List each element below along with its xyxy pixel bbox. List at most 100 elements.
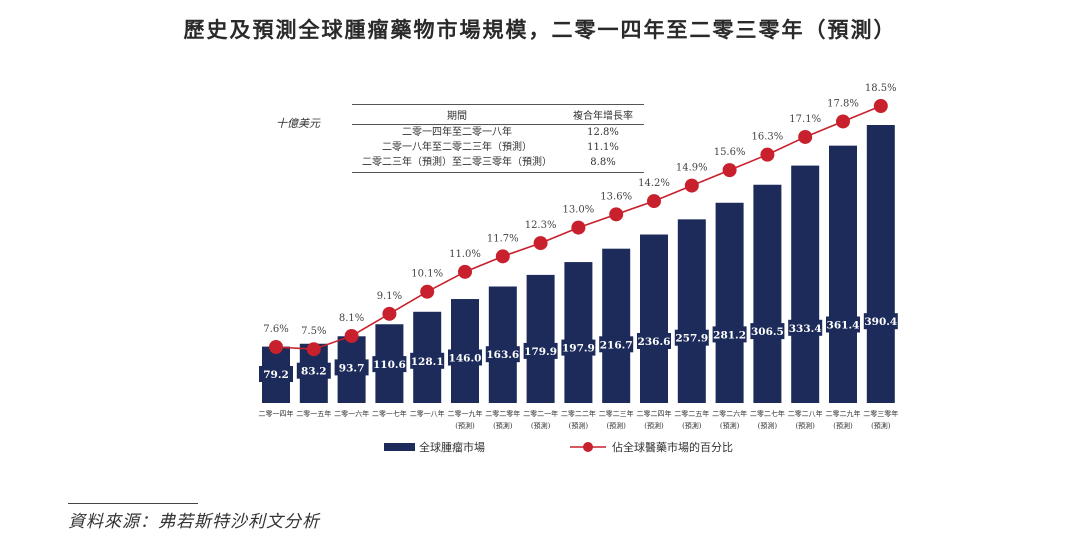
percent-label: 17.1%: [789, 114, 821, 125]
bar-value-box: [826, 316, 860, 333]
x-tick-label: 二零一七年: [372, 409, 407, 418]
cagr-header-period: 期間: [352, 104, 562, 125]
bar-value-label: 128.1: [411, 356, 444, 368]
x-tick-label: 二零二一年: [523, 409, 558, 418]
percent-label: 10.1%: [411, 269, 443, 280]
bar: [791, 165, 820, 403]
bar-value-label: 163.6: [486, 349, 519, 361]
cagr-period: 二零一四年至二零一八年: [402, 127, 512, 138]
cagr-row: 二零二三年（預測）至二零三零年（預測） 8.8%: [352, 155, 644, 173]
bar: [829, 145, 857, 403]
percent-marker: [647, 194, 661, 209]
bar-series: 79.2 83.2 93.7 110.6 128.1 146.0 163.6 179.9 197…: [259, 125, 898, 403]
source-divider: [68, 503, 198, 504]
percent-marker: [684, 178, 699, 193]
x-tick-label: 二零一六年: [334, 409, 369, 418]
x-tick-label: 二零二六年: [712, 409, 747, 418]
bar: [677, 219, 706, 403]
cagr-row: 二零一八年至二零二三年（預測） 11.1%: [352, 140, 644, 155]
bar-value-box: [334, 359, 369, 376]
percent-label: 11.0%: [449, 249, 481, 260]
bar-value-box: [599, 336, 634, 353]
percent-marker: [344, 328, 359, 343]
legend-item-line: 佔全球醫藥市場的百分比: [570, 439, 733, 455]
x-tick-label: 二零二五年: [674, 409, 709, 418]
cagr-period: 二零一八年至二零二三年（預測）: [382, 142, 532, 153]
bar-value-box: [259, 366, 293, 382]
x-tick-label: 二零三零年: [863, 409, 898, 418]
cagr-row: 二零一四年至二零一八年 12.8%: [352, 125, 644, 141]
percent-marker: [533, 236, 548, 251]
chart-title: 歷史及預測全球腫瘤藥物市場規模，二零一四年至二零三零年（預測）: [183, 18, 897, 42]
x-tick-sublabel: (預測): [795, 421, 815, 430]
percent-marker: [722, 163, 737, 178]
source-note: 資料來源：弗若斯特沙利文分析: [68, 512, 320, 532]
percent-label: 16.3%: [752, 132, 784, 143]
unit-label: 十億美元: [276, 117, 320, 130]
percent-marker: [269, 340, 283, 354]
bar: [715, 202, 744, 403]
legend-item-bar: 全球腫瘤市場: [384, 439, 485, 455]
bar-value-box: [788, 319, 823, 336]
line-series: 7.6% 7.5% 8.1% 9.1% 10.1% 11.0% 11.7% 12.3% 13.0…: [263, 83, 897, 357]
bar-value-box: [410, 352, 445, 369]
cagr-table: 期間 複合年增長率 二零一四年至二零一八年 12.8% 二零一八年至二零二三年（…: [352, 104, 644, 173]
percent-marker: [836, 114, 850, 129]
percent-label: 13.6%: [600, 191, 632, 202]
x-tick-sublabel: (預測): [720, 421, 740, 430]
x-tick-label: 二零二三年: [599, 409, 634, 418]
bar-value-label: 110.6: [373, 359, 406, 371]
bar-value-box: [863, 313, 898, 330]
x-tick-label: 二零二八年: [788, 409, 823, 418]
bar-value-label: 93.7: [339, 362, 365, 374]
x-tick-label: 二零一八年: [410, 409, 445, 418]
percent-marker: [609, 207, 624, 222]
x-tick-label: 二零一四年: [259, 409, 294, 418]
percent-label: 7.5%: [301, 326, 326, 337]
x-tick-sublabel: (預測): [833, 421, 853, 430]
bar-value-label: 83.2: [301, 366, 327, 378]
x-tick-label: 二零二四年: [637, 409, 672, 418]
legend-bar-label: 全球腫瘤市場: [419, 441, 485, 454]
bar-value-box: [674, 329, 709, 346]
x-tick-sublabel: (預測): [606, 421, 626, 430]
bar: [564, 262, 593, 403]
cagr-rate: 8.8%: [562, 155, 644, 173]
bar-value-box: [712, 326, 747, 343]
x-tick-label: 二零二七年: [750, 409, 785, 418]
bar: [602, 248, 631, 403]
x-tick-label: 二零二零年: [485, 409, 520, 418]
percent-marker: [382, 306, 397, 321]
bar-value-label: 216.7: [600, 339, 633, 351]
x-tick-label: 二零一九年: [448, 409, 483, 418]
percent-marker: [306, 342, 321, 357]
x-tick-sublabel: (預測): [569, 421, 589, 430]
percent-label: 18.5%: [865, 83, 897, 94]
cagr-rate: 12.8%: [587, 127, 619, 138]
percent-label: 13.0%: [563, 205, 595, 216]
bar-value-label: 257.9: [675, 333, 708, 345]
x-tick-label: 二零二九年: [826, 409, 861, 418]
bar-value-box: [448, 349, 482, 366]
percent-label: 11.7%: [487, 233, 519, 244]
bar-value-label: 146.0: [449, 353, 482, 365]
cagr-rate: 11.1%: [587, 142, 619, 153]
percent-label: 15.6%: [714, 147, 746, 158]
percent-label: 17.8%: [827, 98, 859, 109]
x-tick-sublabel: (預測): [493, 421, 513, 430]
bar-value-label: 361.4: [827, 320, 860, 332]
bar: [488, 286, 517, 403]
bar-value-label: 179.9: [524, 346, 557, 358]
bar-value-box: [637, 333, 671, 349]
percent-label: 14.2%: [638, 178, 670, 189]
bar-value-box: [485, 346, 520, 363]
bar-value-box: [561, 339, 596, 356]
bar-value-label: 390.4: [864, 316, 897, 328]
legend-line-label: 佔全球醫藥市場的百分比: [612, 441, 733, 454]
legend-bar-swatch: [384, 443, 415, 451]
bar-value-label: 333.4: [789, 323, 822, 335]
percent-label: 7.6%: [263, 324, 288, 335]
cagr-period: 二零二三年（預測）至二零三零年（預測）: [352, 155, 562, 173]
bar-value-label: 281.2: [713, 329, 746, 341]
percent-label: 8.1%: [339, 313, 364, 324]
